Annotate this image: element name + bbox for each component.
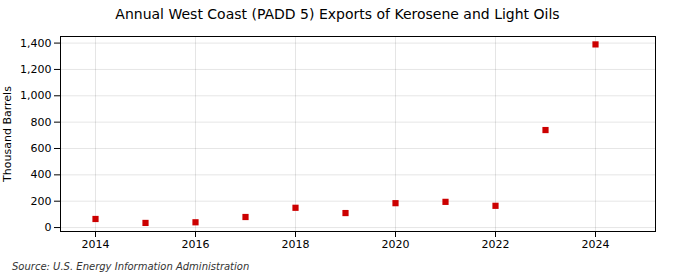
svg-text:2020: 2020 <box>382 238 410 251</box>
html-text:Annual West Coast (PADD 5) Exp: Annual West Coast (PADD 5) Exports of Ke… <box>115 6 560 22</box>
svg-text:1,200: 1,200 <box>20 63 52 76</box>
svg-text:2022: 2022 <box>482 238 510 251</box>
svg-text:600: 600 <box>31 142 52 155</box>
svg-text:0: 0 <box>45 221 52 234</box>
svg-text:200: 200 <box>31 195 52 208</box>
svg-text:2014: 2014 <box>82 238 110 251</box>
svg-text:2016: 2016 <box>182 238 210 251</box>
svg-text:1,400: 1,400 <box>20 37 52 50</box>
svg-text:400: 400 <box>31 168 52 181</box>
svg-text:800: 800 <box>31 116 52 129</box>
svg-text:1,000: 1,000 <box>20 89 52 102</box>
svg-text:2024: 2024 <box>582 238 610 251</box>
html-text:Source: U.S. Energy Informatio: Source: U.S. Energy Information Administ… <box>12 261 250 272</box>
svg-text:Thousand Barrels: Thousand Barrels <box>1 86 14 183</box>
svg-text:2018: 2018 <box>282 238 310 251</box>
